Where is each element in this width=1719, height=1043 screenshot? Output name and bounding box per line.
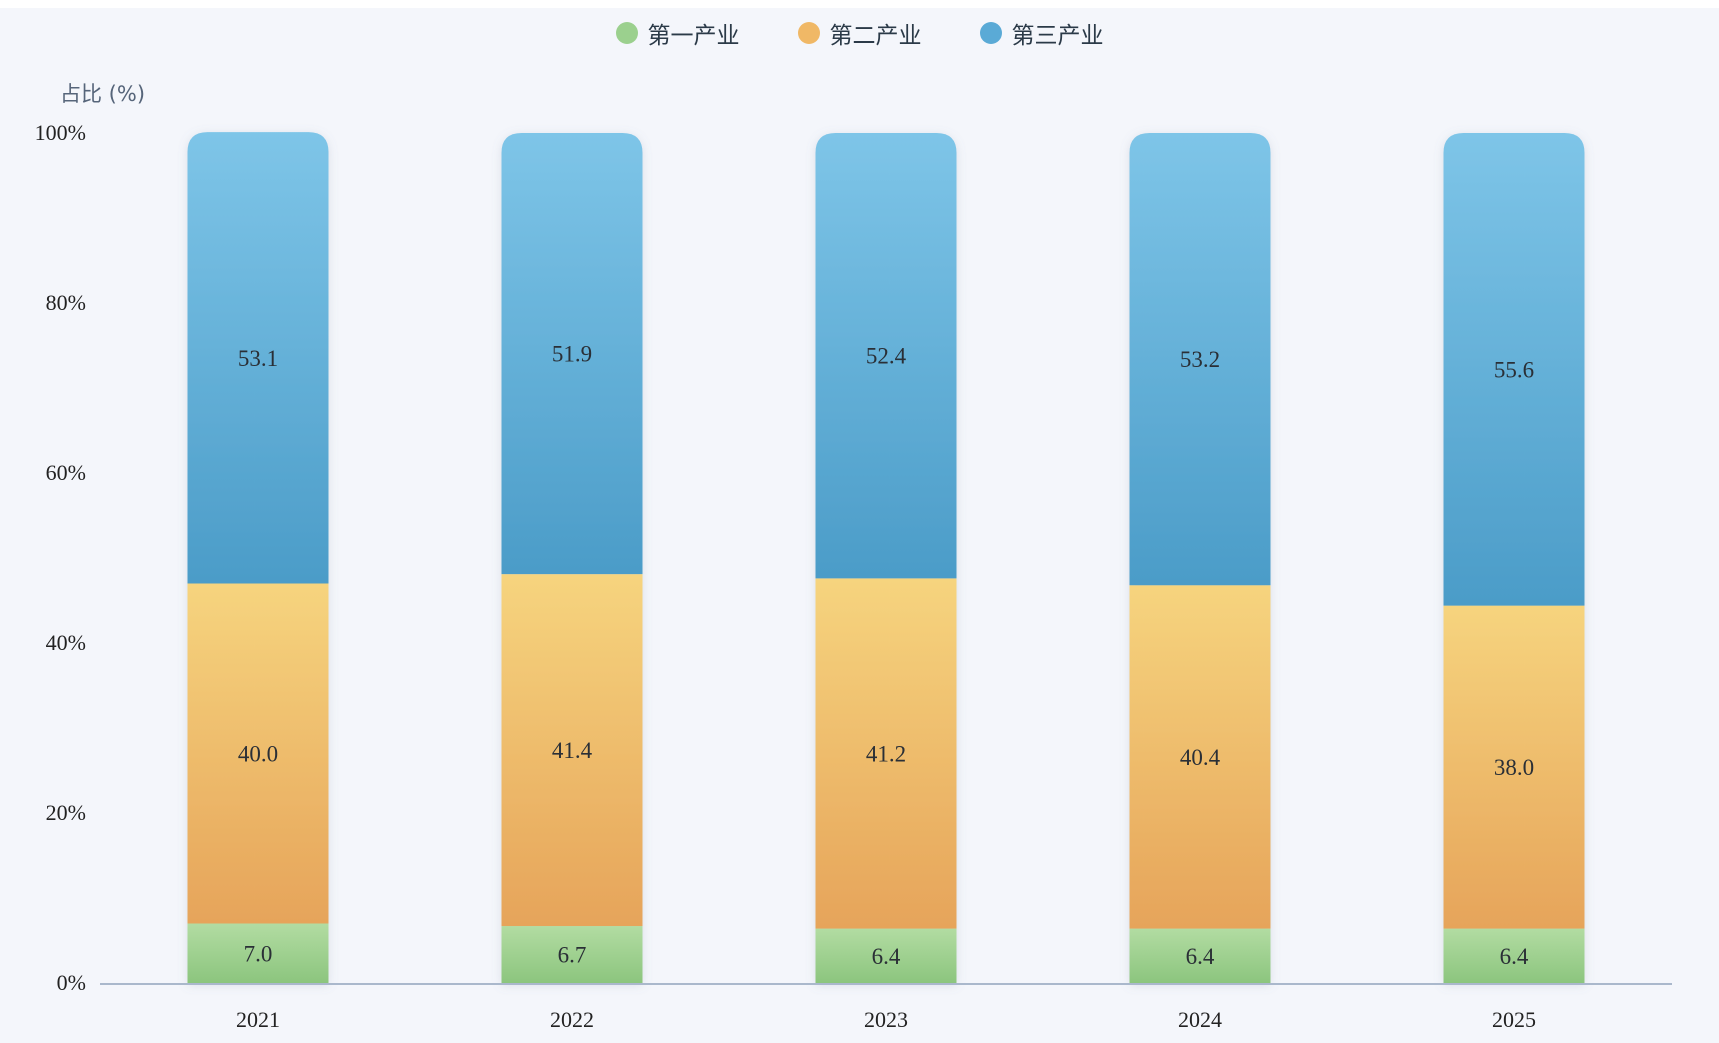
legend-label-secondary: 第二产业: [829, 23, 922, 49]
data-label-secondary: 41.2: [866, 742, 906, 767]
bar-segment-primary: [815, 928, 957, 983]
data-label-primary: 6.7: [558, 943, 587, 968]
data-label-primary: 6.4: [1500, 944, 1529, 969]
y-tick-label: 60%: [46, 460, 86, 485]
x-tick-label: 2025: [1492, 1007, 1536, 1032]
data-label-primary: 7.0: [244, 941, 273, 966]
legend-dot-primary: [615, 22, 638, 44]
legend: 第一产业 第二产业 第三产业: [0, 16, 1719, 50]
data-label-tertiary: 53.2: [1180, 347, 1220, 372]
data-label-secondary: 40.0: [238, 742, 278, 767]
data-label-secondary: 41.4: [552, 738, 593, 763]
legend-dot-tertiary: [979, 22, 1002, 44]
x-tick-label: 2023: [864, 1007, 908, 1032]
bar-segment-primary: [187, 923, 329, 983]
legend-item-primary[interactable]: 第一产业: [615, 16, 740, 50]
bar-segment-tertiary: [501, 133, 643, 575]
y-tick-label: 20%: [46, 800, 86, 825]
y-tick-label: 80%: [46, 290, 86, 315]
chart-svg: 0% 20% 40% 60% 80% 100% 7.0 40.0 53.1 2021 6.7 41.4…: [35, 120, 1672, 1032]
y-tick-label: 40%: [46, 630, 86, 655]
chart-area: 第一产业 第二产业 第三产业 占比 (%) 0% 20% 40% 60% 80% 100%…: [0, 8, 1719, 1043]
bar-group: [187, 132, 329, 983]
y-tick-label: 100%: [35, 120, 86, 145]
data-label-primary: 6.4: [872, 944, 901, 969]
data-label-primary: 6.4: [1186, 944, 1215, 969]
bar-group: [1443, 133, 1585, 983]
legend-item-secondary[interactable]: 第二产业: [797, 16, 922, 50]
data-label-tertiary: 53.1: [238, 346, 278, 371]
bar-group: [501, 133, 643, 983]
data-label-secondary: 40.4: [1180, 745, 1221, 770]
y-tick-label: 0%: [57, 970, 86, 995]
bar-segment-secondary: [815, 578, 957, 929]
bar-segment-primary: [1443, 928, 1585, 983]
bar-segment-tertiary: [815, 133, 957, 579]
legend-label-tertiary: 第三产业: [1011, 23, 1104, 49]
bar-segment-tertiary: [1129, 133, 1271, 586]
data-label-tertiary: 51.9: [552, 342, 592, 367]
bar-segment-secondary: [187, 583, 329, 924]
x-tick-label: 2022: [550, 1007, 594, 1032]
x-tick-label: 2024: [1178, 1007, 1222, 1032]
legend-item-tertiary[interactable]: 第三产业: [979, 16, 1104, 50]
bar-segment-primary: [501, 926, 643, 983]
bar-segment-primary: [1129, 928, 1271, 983]
legend-label-primary: 第一产业: [647, 23, 740, 49]
bar-group: [815, 133, 957, 983]
data-label-tertiary: 55.6: [1494, 357, 1534, 382]
data-label-secondary: 38.0: [1494, 755, 1534, 780]
bar-segment-tertiary: [1443, 133, 1585, 606]
bar-group: [1129, 133, 1271, 983]
legend-dot-secondary: [797, 22, 820, 44]
bar-segment-tertiary: [187, 132, 329, 584]
bar-segment-secondary: [501, 574, 643, 927]
data-label-tertiary: 52.4: [866, 344, 907, 369]
bar-segment-secondary: [1129, 585, 1271, 929]
x-tick-label: 2021: [236, 1007, 280, 1032]
y-axis-title: 占比 (%): [60, 82, 146, 106]
bar-segment-secondary: [1443, 605, 1585, 929]
